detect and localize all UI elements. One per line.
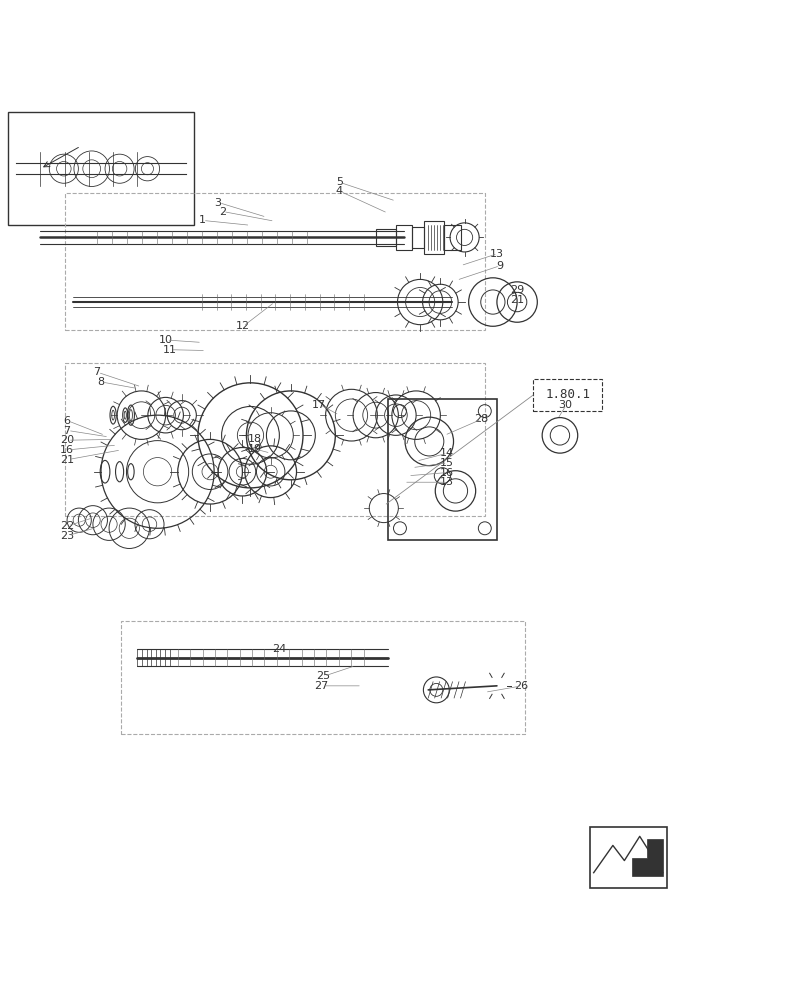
Text: 18: 18 — [247, 434, 262, 444]
Text: 30: 30 — [558, 400, 573, 410]
Text: 29: 29 — [510, 285, 524, 295]
Text: 20: 20 — [60, 435, 74, 445]
Text: 7: 7 — [64, 426, 70, 436]
Text: 11: 11 — [162, 345, 177, 355]
Text: 9: 9 — [496, 261, 503, 271]
Bar — [590, 827, 667, 888]
Text: 14: 14 — [440, 448, 454, 458]
Text: 8: 8 — [98, 377, 104, 387]
Bar — [533, 379, 602, 411]
Bar — [8, 112, 194, 225]
Text: 21: 21 — [60, 455, 74, 465]
Text: 3: 3 — [215, 198, 221, 208]
Bar — [412, 227, 424, 247]
Text: 16: 16 — [60, 445, 74, 455]
Text: 17: 17 — [312, 400, 326, 410]
Text: 1: 1 — [199, 215, 205, 225]
Text: 13: 13 — [440, 477, 454, 487]
Text: 27: 27 — [314, 681, 329, 691]
Text: 28: 28 — [473, 414, 488, 424]
Bar — [376, 229, 396, 246]
Text: 12: 12 — [235, 321, 250, 331]
Polygon shape — [632, 839, 663, 876]
Text: 5: 5 — [336, 177, 343, 187]
Text: 24: 24 — [271, 644, 286, 654]
Text: 21: 21 — [510, 295, 524, 305]
Text: 7: 7 — [94, 367, 100, 377]
Text: 15: 15 — [440, 458, 454, 468]
Text: 4: 4 — [336, 186, 343, 196]
Text: 23: 23 — [60, 531, 74, 541]
Bar — [444, 225, 461, 250]
Bar — [396, 225, 412, 250]
Text: 10: 10 — [158, 335, 173, 345]
Text: 6: 6 — [64, 416, 70, 426]
Text: 19: 19 — [247, 444, 262, 454]
Bar — [388, 399, 497, 540]
Text: 16: 16 — [440, 468, 454, 478]
Text: 1.80.1: 1.80.1 — [545, 388, 590, 401]
Text: 13: 13 — [490, 249, 504, 259]
Bar — [424, 221, 444, 254]
Text: 22: 22 — [60, 521, 74, 531]
Text: 26: 26 — [514, 681, 528, 691]
Text: 2: 2 — [219, 207, 225, 217]
Text: 25: 25 — [316, 671, 330, 681]
